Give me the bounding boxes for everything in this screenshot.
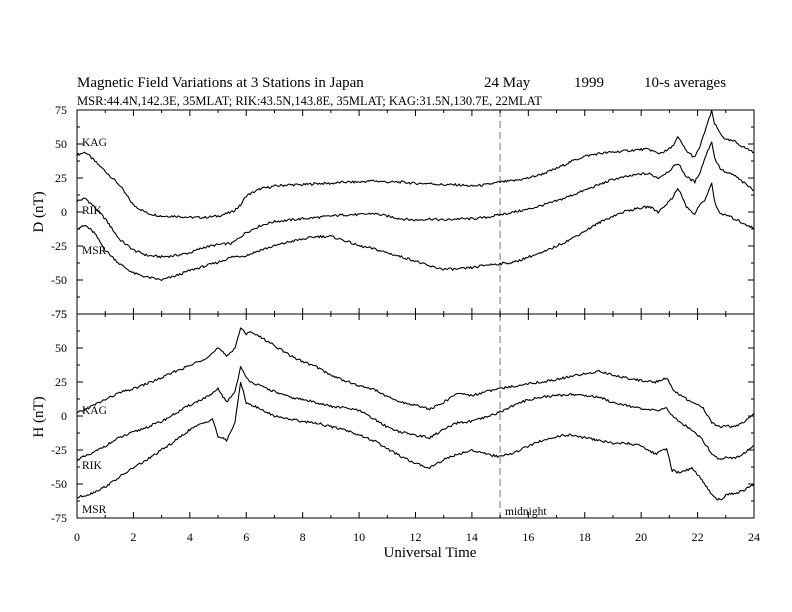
figure-averaging: 10-s averages bbox=[644, 75, 726, 91]
x-tick-label: 14 bbox=[466, 530, 478, 544]
x-tick-label: 18 bbox=[579, 530, 591, 544]
y-tick-label: 75 bbox=[55, 103, 67, 117]
y-tick-label: 0 bbox=[61, 409, 67, 423]
x-axis-label: Universal Time bbox=[384, 545, 477, 561]
y-tick-label: 0 bbox=[61, 205, 67, 219]
trace-kag bbox=[76, 327, 755, 429]
y-tick-label: 25 bbox=[55, 375, 67, 389]
y-tick-label: 50 bbox=[55, 137, 67, 151]
h-component-panel: KAG RIK MSR 75 50 25 0 -25 -50 -75 H (nT) midnig… bbox=[31, 307, 755, 525]
station-label-msr: MSR bbox=[82, 504, 107, 516]
trace-kag bbox=[76, 109, 755, 220]
y-tick-label: -25 bbox=[51, 239, 67, 253]
station-coordinates: MSR:44.4N,142.3E, 35MLAT; RIK:43.5N,143.… bbox=[77, 94, 542, 108]
y-tick-label: -50 bbox=[51, 477, 67, 491]
y-tick-label: -25 bbox=[51, 443, 67, 457]
x-tick-label: 22 bbox=[692, 530, 704, 544]
midnight-annotation: midnight bbox=[505, 506, 547, 518]
h-y-axis-label: H (nT) bbox=[31, 396, 47, 437]
station-label-msr: MSR bbox=[82, 245, 107, 257]
station-label-kag: KAG bbox=[82, 137, 107, 149]
x-tick-label: 6 bbox=[243, 530, 249, 544]
trace-msr bbox=[76, 381, 755, 501]
d-y-axis-label: D (nT) bbox=[31, 191, 47, 232]
figure-title: Magnetic Field Variations at 3 Stations … bbox=[77, 75, 364, 91]
h-station-labels: KAG RIK MSR bbox=[82, 405, 107, 516]
y-tick-label: -75 bbox=[51, 307, 67, 321]
x-tick-label: 8 bbox=[300, 530, 306, 544]
x-tick-label: 2 bbox=[130, 530, 136, 544]
x-tick-label: 10 bbox=[353, 530, 365, 544]
trace-rik bbox=[76, 141, 755, 259]
x-axis-tick-labels: 0 2 4 6 8 10 12 14 16 18 20 22 24 bbox=[74, 530, 760, 544]
station-label-kag: KAG bbox=[82, 405, 107, 417]
d-axis-ticks: 75 50 25 0 -25 -50 -75 bbox=[51, 103, 755, 321]
y-tick-label: -75 bbox=[51, 511, 67, 525]
figure-date: 24 May bbox=[484, 75, 531, 91]
d-station-labels: KAG RIK MSR bbox=[82, 137, 107, 257]
y-tick-label: 50 bbox=[55, 341, 67, 355]
h-component-traces bbox=[76, 327, 755, 501]
x-tick-label: 12 bbox=[410, 530, 422, 544]
trace-rik bbox=[76, 365, 755, 461]
x-tick-label: 0 bbox=[74, 530, 80, 544]
d-component-traces bbox=[76, 109, 755, 282]
y-tick-label: 25 bbox=[55, 171, 67, 185]
y-tick-label: -50 bbox=[51, 273, 67, 287]
station-label-rik: RIK bbox=[82, 460, 103, 472]
y-tick-label: 75 bbox=[55, 307, 67, 321]
trace-msr bbox=[76, 182, 755, 282]
h-panel-frame bbox=[76, 313, 755, 519]
station-label-rik: RIK bbox=[82, 205, 103, 217]
x-tick-label: 16 bbox=[522, 530, 534, 544]
figure-year: 1999 bbox=[574, 75, 604, 91]
x-tick-label: 20 bbox=[635, 530, 647, 544]
d-component-panel: KAG RIK MSR 75 50 25 0 -25 -50 -75 D (nT) bbox=[31, 103, 755, 321]
x-tick-label: 24 bbox=[748, 530, 760, 544]
x-tick-label: 4 bbox=[187, 530, 193, 544]
